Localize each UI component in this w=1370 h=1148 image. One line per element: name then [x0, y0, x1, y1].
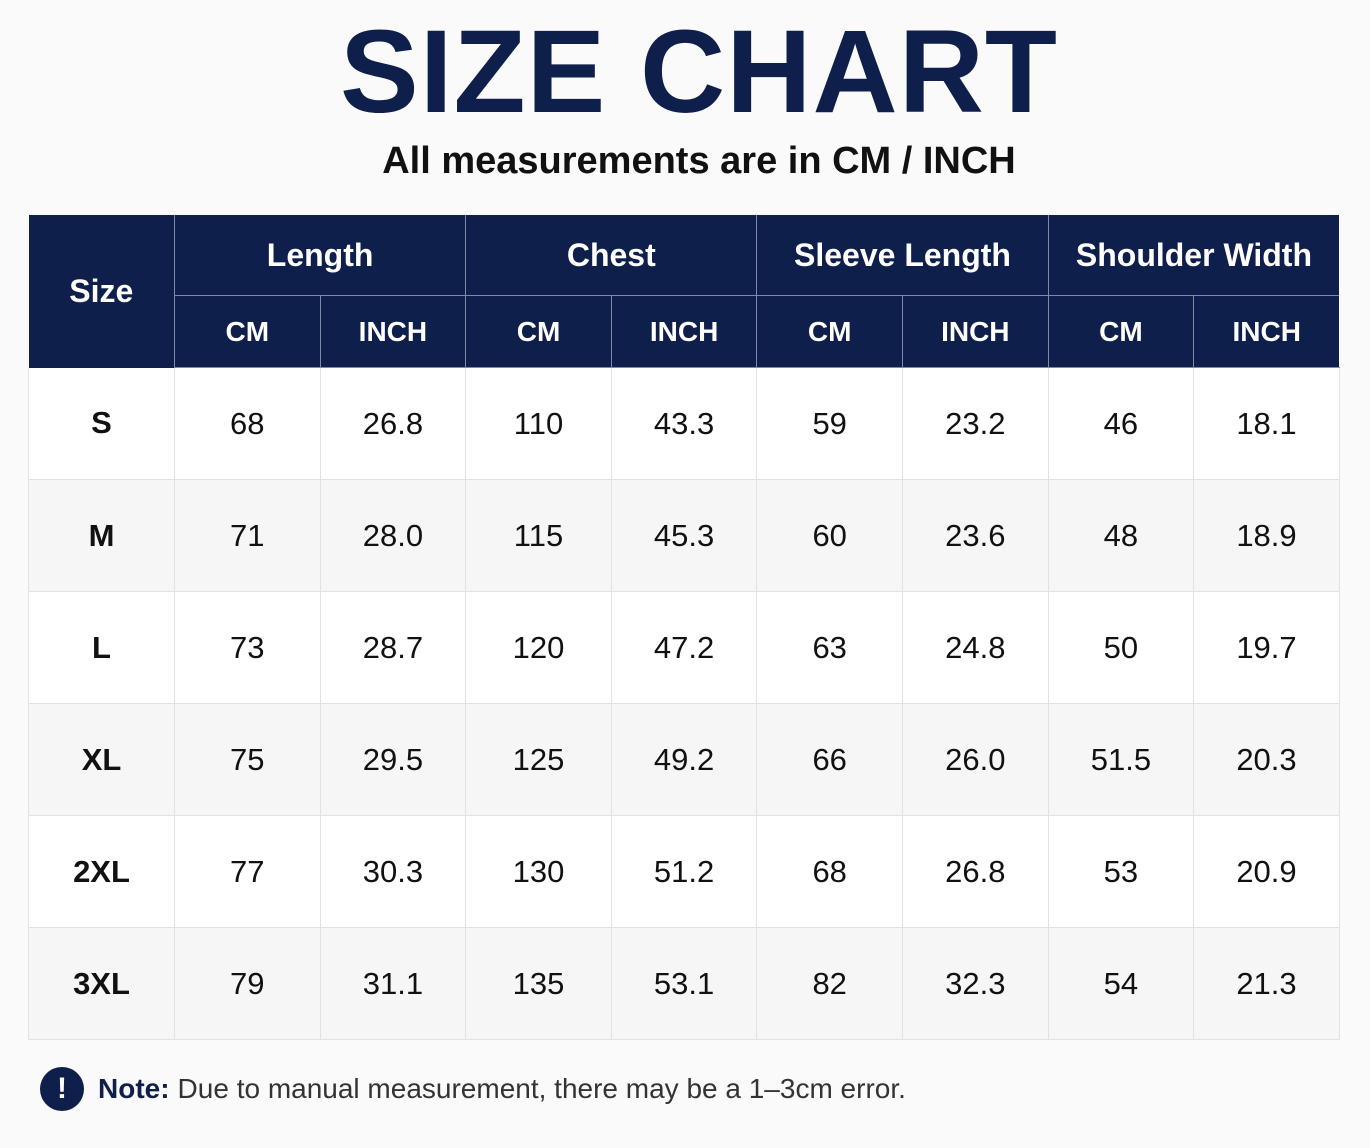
- table-cell: 18.9: [1193, 479, 1340, 592]
- table-cell: 68: [756, 815, 903, 928]
- table-cell: 53: [1048, 815, 1195, 928]
- unit-header: CM: [174, 295, 321, 368]
- table-cell: 135: [465, 927, 612, 1040]
- table-cell: 24.8: [902, 591, 1049, 704]
- table-cell: 59: [756, 367, 903, 480]
- table-cell: 31.1: [320, 927, 467, 1040]
- table-cell: 75: [174, 703, 321, 816]
- table-cell: 60: [756, 479, 903, 592]
- table-cell: 51.5: [1048, 703, 1195, 816]
- table-cell: 20.3: [1193, 703, 1340, 816]
- unit-header: INCH: [1193, 295, 1340, 368]
- table-cell: 53.1: [611, 927, 758, 1040]
- note-label: Note:: [98, 1073, 170, 1104]
- table-cell: 19.7: [1193, 591, 1340, 704]
- table-row: S 68 26.8 110 43.3 59 23.2 46 18.1: [28, 367, 1340, 480]
- table-cell: 66: [756, 703, 903, 816]
- note-text: Due to manual measurement, there may be …: [177, 1073, 906, 1104]
- unit-header: CM: [465, 295, 612, 368]
- group-header-chest: Chest: [465, 215, 758, 296]
- table-cell: 32.3: [902, 927, 1049, 1040]
- table-cell: 115: [465, 479, 612, 592]
- table-cell: 20.9: [1193, 815, 1340, 928]
- table-cell: 18.1: [1193, 367, 1340, 480]
- table-cell: 49.2: [611, 703, 758, 816]
- table-cell: 48: [1048, 479, 1195, 592]
- size-column-header: Size: [28, 215, 175, 368]
- table-cell: 26.8: [320, 367, 467, 480]
- page-title: SIZE CHART: [340, 6, 1058, 138]
- unit-header: CM: [1048, 295, 1195, 368]
- table-cell: 28.7: [320, 591, 467, 704]
- table-row: 3XL 79 31.1 135 53.1 82 32.3 54 21.3: [28, 927, 1340, 1040]
- table-cell: 130: [465, 815, 612, 928]
- unit-header: INCH: [611, 295, 758, 368]
- unit-header: INCH: [902, 295, 1049, 368]
- table-cell: 54: [1048, 927, 1195, 1040]
- size-cell: S: [28, 367, 175, 480]
- table-cell: 45.3: [611, 479, 758, 592]
- measurement-note: ! Note: Due to manual measurement, there…: [40, 1066, 906, 1112]
- table-cell: 26.0: [902, 703, 1049, 816]
- table-cell: 30.3: [320, 815, 467, 928]
- size-cell: M: [28, 479, 175, 592]
- table-cell: 77: [174, 815, 321, 928]
- table-cell: 50: [1048, 591, 1195, 704]
- table-cell: 73: [174, 591, 321, 704]
- table-cell: 28.0: [320, 479, 467, 592]
- table-cell: 68: [174, 367, 321, 480]
- table-cell: 79: [174, 927, 321, 1040]
- group-header-sleeve-length: Sleeve Length: [756, 215, 1049, 296]
- size-cell: XL: [28, 703, 175, 816]
- table-cell: 110: [465, 367, 612, 480]
- table-cell: 63: [756, 591, 903, 704]
- unit-header: CM: [756, 295, 903, 368]
- table-row: L 73 28.7 120 47.2 63 24.8 50 19.7: [28, 591, 1340, 704]
- table-cell: 29.5: [320, 703, 467, 816]
- table-row: XL 75 29.5 125 49.2 66 26.0 51.5 20.3: [28, 703, 1340, 816]
- page-subtitle: All measurements are in CM / INCH: [382, 140, 1016, 182]
- table-cell: 51.2: [611, 815, 758, 928]
- table-cell: 23.6: [902, 479, 1049, 592]
- table-cell: 47.2: [611, 591, 758, 704]
- table-row: M 71 28.0 115 45.3 60 23.6 48 18.9: [28, 479, 1340, 592]
- info-icon: !: [40, 1067, 84, 1111]
- table-cell: 120: [465, 591, 612, 704]
- table-cell: 21.3: [1193, 927, 1340, 1040]
- size-chart-table: Size Length Chest Sleeve Length Shoulder…: [28, 215, 1340, 1040]
- size-cell: 3XL: [28, 927, 175, 1040]
- size-cell: 2XL: [28, 815, 175, 928]
- table-cell: 46: [1048, 367, 1195, 480]
- unit-header: INCH: [320, 295, 467, 368]
- table-cell: 23.2: [902, 367, 1049, 480]
- table-cell: 26.8: [902, 815, 1049, 928]
- table-row: 2XL 77 30.3 130 51.2 68 26.8 53 20.9: [28, 815, 1340, 928]
- table-cell: 43.3: [611, 367, 758, 480]
- group-header-length: Length: [174, 215, 467, 296]
- table-cell: 82: [756, 927, 903, 1040]
- size-cell: L: [28, 591, 175, 704]
- table-cell: 71: [174, 479, 321, 592]
- table-cell: 125: [465, 703, 612, 816]
- group-header-shoulder-width: Shoulder Width: [1048, 215, 1340, 296]
